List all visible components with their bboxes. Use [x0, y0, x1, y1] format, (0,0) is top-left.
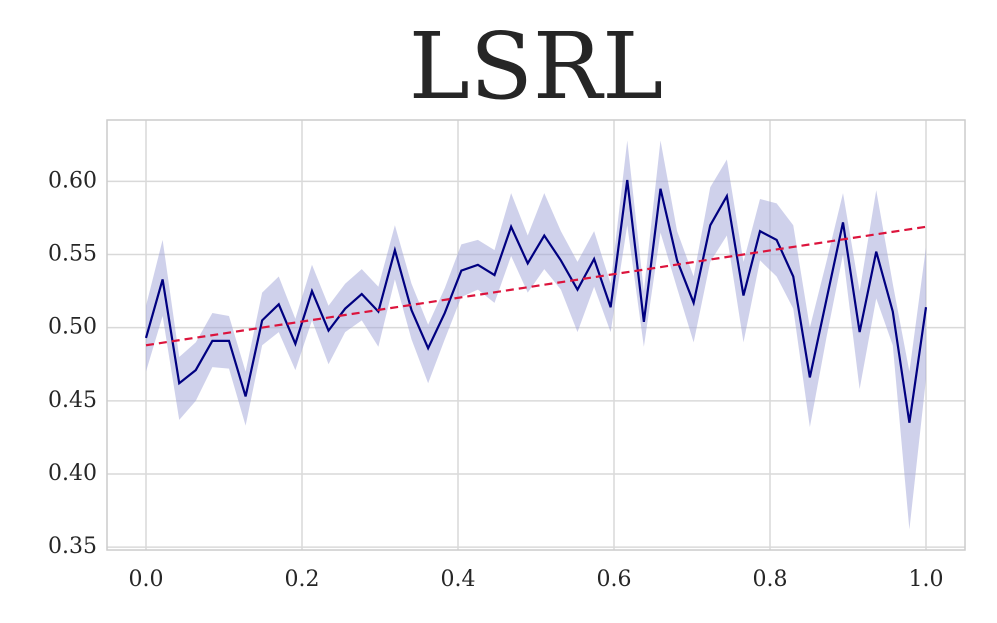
- y-tick-label: 0.60: [48, 168, 97, 193]
- x-tick-label: 0.6: [597, 567, 632, 592]
- trend-line: [145, 225, 927, 347]
- y-tick-label: 0.45: [48, 388, 97, 413]
- y-tick-label: 0.35: [48, 534, 97, 559]
- x-tick-label: 0.0: [129, 567, 164, 592]
- x-tick-label: 0.2: [285, 567, 320, 592]
- y-tick-label: 0.55: [48, 242, 97, 267]
- chart-title: LSRL: [409, 13, 663, 120]
- y-tick-label: 0.50: [48, 315, 97, 340]
- confidence-band: [146, 140, 926, 530]
- data-line: [144, 179, 928, 423]
- x-tick-label: 0.4: [441, 567, 476, 592]
- plot-frame: [106, 119, 966, 551]
- x-tick-label: 1.0: [909, 567, 944, 592]
- x-tick-label: 0.8: [753, 567, 788, 592]
- y-tick-label: 0.40: [48, 461, 97, 486]
